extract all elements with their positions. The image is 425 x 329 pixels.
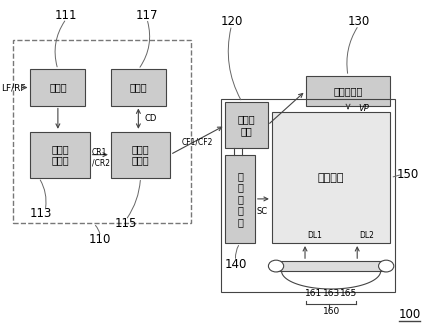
Text: 163: 163 xyxy=(323,289,340,297)
Bar xyxy=(306,76,391,106)
Text: 161: 161 xyxy=(305,289,323,297)
Text: 160: 160 xyxy=(323,307,340,316)
Text: CR1
/CR2: CR1 /CR2 xyxy=(92,148,110,168)
Text: 115: 115 xyxy=(114,217,137,230)
Text: 111: 111 xyxy=(55,9,78,22)
Text: 查找表: 查找表 xyxy=(130,83,147,92)
Text: 165: 165 xyxy=(340,289,357,297)
Text: 栋
极
驱
动
器: 栋 极 驱 动 器 xyxy=(237,171,243,227)
Text: 120: 120 xyxy=(221,15,243,29)
Bar xyxy=(225,155,255,243)
Text: 时序控
制器: 时序控 制器 xyxy=(238,114,255,136)
Text: DL1: DL1 xyxy=(307,231,322,240)
Text: 100: 100 xyxy=(398,308,421,321)
Text: 110: 110 xyxy=(89,233,111,246)
Text: 缓冲器: 缓冲器 xyxy=(49,83,67,92)
Circle shape xyxy=(269,260,283,272)
Text: 140: 140 xyxy=(224,258,247,271)
Text: CF1/CF2: CF1/CF2 xyxy=(182,138,213,146)
Text: 130: 130 xyxy=(348,15,370,29)
Text: 117: 117 xyxy=(136,9,158,22)
Text: 150: 150 xyxy=(396,168,419,181)
Bar xyxy=(30,132,90,178)
Bar xyxy=(14,40,191,223)
Text: 源极驱动器: 源极驱动器 xyxy=(333,86,363,96)
Bar xyxy=(30,69,85,106)
Text: DL2: DL2 xyxy=(359,231,374,240)
Bar xyxy=(221,99,395,292)
Text: CD: CD xyxy=(145,114,157,123)
Bar xyxy=(276,261,386,271)
Text: LF/RF: LF/RF xyxy=(2,83,26,92)
Bar xyxy=(225,102,268,148)
Bar xyxy=(111,132,170,178)
Text: 显示面板: 显示面板 xyxy=(318,173,344,183)
Circle shape xyxy=(379,260,394,272)
Text: VP: VP xyxy=(359,104,369,113)
Bar xyxy=(111,69,166,106)
Text: SC: SC xyxy=(257,207,268,216)
Text: 影像补
偿单元: 影像补 偿单元 xyxy=(132,144,149,165)
Text: 影像比
较单元: 影像比 较单元 xyxy=(51,144,69,165)
Bar xyxy=(272,112,391,243)
Text: 113: 113 xyxy=(30,207,52,220)
